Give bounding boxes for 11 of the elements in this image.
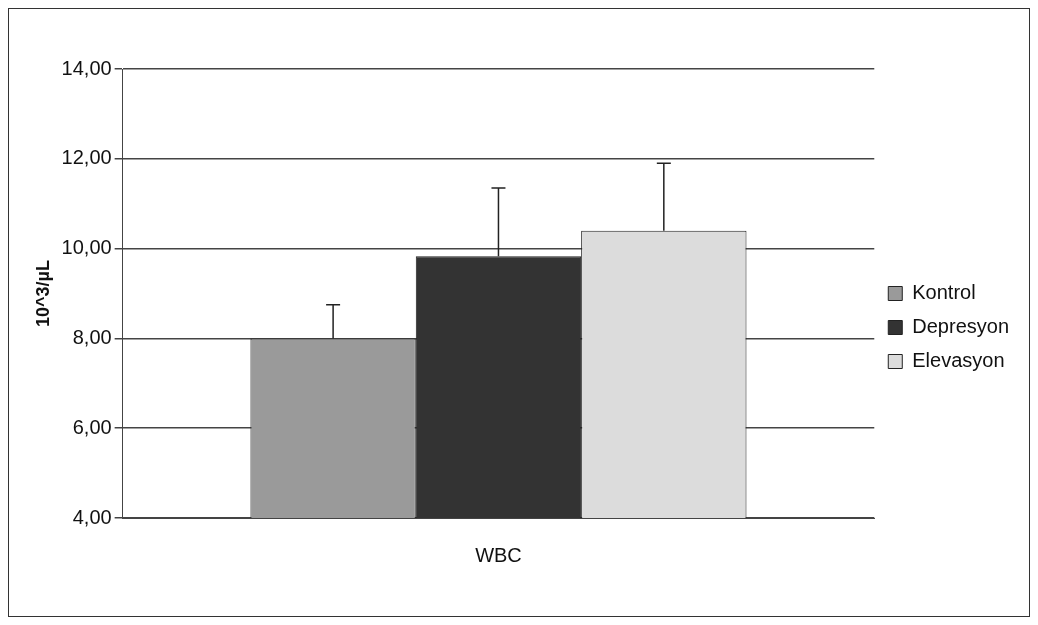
y-tick-label: 4,00 xyxy=(72,505,112,528)
legend-label: Depresyon xyxy=(912,315,1009,338)
y-tick-label: 10,00 xyxy=(61,236,112,259)
y-axis-title: 10^3/µL xyxy=(32,260,53,327)
y-tick-label: 8,00 xyxy=(72,325,112,348)
legend-label: Elevasyon xyxy=(912,349,1005,372)
y-tick-label: 14,00 xyxy=(61,56,112,79)
legend-label: Kontrol xyxy=(912,281,976,304)
y-tick-label: 12,00 xyxy=(61,146,112,169)
x-tick-label: WBC xyxy=(475,543,522,566)
y-tick-label: 6,00 xyxy=(72,415,112,438)
